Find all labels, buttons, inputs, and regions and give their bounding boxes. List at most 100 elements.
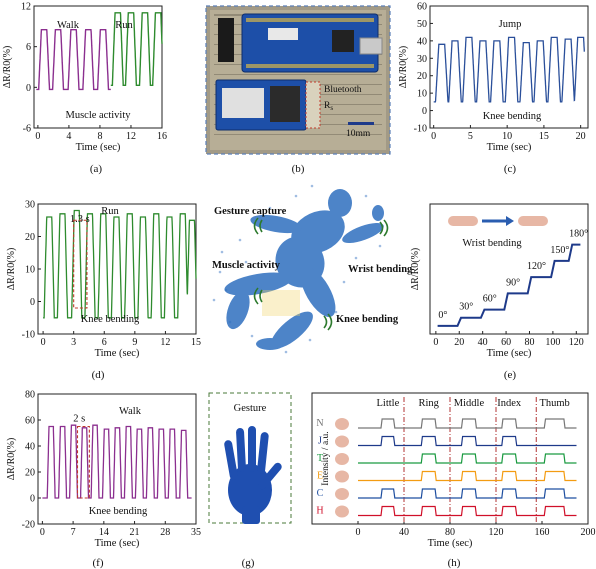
finger-label: Ring [419,398,440,409]
annotation-period: 1.3 s [70,214,90,225]
y-tick-label: 80 [25,390,35,401]
y-tick-label: -6 [23,124,31,135]
y-tick-label: 20 [25,468,35,479]
series-line-c [358,488,577,499]
scale-label: 10mm [346,129,371,139]
x-axis-label: Time (sec) [95,348,140,359]
arrow-head-icon [506,216,514,226]
y-tick-label: 12 [21,2,31,13]
annotation-walk: Walk [57,20,80,31]
label-wrist-bending: Wrist bending [348,264,413,275]
period-box [76,425,90,499]
annotation-period: 2 s [73,413,85,424]
y-tick-label: 20 [25,232,35,243]
x-tick-label: 0 [40,527,45,538]
y-axis-label: Intensity / a.u. [321,431,331,485]
x-tick-label: 5 [468,131,473,142]
x-tick-label: 0 [41,337,46,348]
x-tick-label: 0 [431,131,436,142]
annotation-knee-bending: Knee bending [89,506,148,517]
x-axis-label: Time (sec) [487,348,532,359]
caption-c: (c) [504,163,517,175]
y-tick-label: 0 [26,83,31,94]
angle-label: 180° [569,229,588,240]
series-line-j [358,435,577,447]
annotation-jump: Jump [499,19,522,30]
series-label-n: N [316,418,323,429]
y-axis-label: ΔR/R0(%) [6,438,17,481]
label-rs: Rs [324,101,333,112]
x-tick-label: 3 [71,337,76,348]
angle-label: 120° [527,261,546,272]
running-figure-illustration: Gesture capture Muscle activity Wrist be… [212,184,413,354]
x-tick-label: 28 [160,527,170,538]
annotation-run: Run [101,206,119,217]
glove-title: Gesture [234,403,267,414]
y-tick-label: 6 [26,42,31,53]
angle-label: 90° [506,277,520,288]
plot-frame [37,393,197,525]
finger-label: Middle [454,398,485,409]
x-tick-label: 8 [97,131,102,142]
photo-circuit-board: Bluetooth Rs 10mm [205,5,391,155]
y-tick-label: 40 [25,442,35,453]
annotation-knee-bending: Knee bending [81,314,140,325]
x-tick-label: 10 [502,131,512,142]
x-tick-label: 120 [489,527,504,538]
series-line-e [358,470,577,482]
hand-sign-icon [335,470,349,483]
hand-sign-icon [335,488,349,500]
arm-icon-straight [448,216,478,226]
finger-label: Thumb [539,398,569,409]
y-tick-label: 10 [25,265,35,276]
period-box [73,219,88,309]
hand-sign-icon [335,435,349,448]
y-axis-label: ΔR/R0(%) [398,46,409,89]
x-tick-label: 4 [66,131,71,142]
y-tick-label: 0 [30,494,35,505]
x-axis-label: Time (sec) [428,538,473,549]
y-tick-label: 60 [25,416,35,427]
series-line-n [358,418,577,429]
x-tick-label: 80 [445,527,455,538]
x-tick-label: 14 [99,527,109,538]
x-tick-label: 7 [71,527,76,538]
x-tick-label: 20 [576,131,586,142]
x-tick-label: 35 [191,527,201,538]
x-tick-label: 6 [102,337,107,348]
annotation-walk: Walk [119,406,142,417]
series-label-c: C [317,488,324,499]
hand-sign-icon [335,453,349,465]
series-line-0 [42,424,192,499]
series-line-t [358,453,577,464]
series-line-0 [437,243,581,327]
x-tick-label: 120 [569,337,584,348]
x-tick-label: 15 [191,337,201,348]
y-tick-label: -20 [22,520,35,531]
caption-g: (g) [242,557,255,569]
y-tick-label: 0 [30,297,35,308]
label-knee-bending: Knee bending [336,314,399,325]
series-label-j: J [318,436,322,447]
y-tick-label: -10 [414,124,427,135]
x-tick-label: 100 [545,337,560,348]
x-tick-label: 0 [356,527,361,538]
finger-label: Little [377,398,400,409]
x-tick-label: 16 [157,131,167,142]
y-tick-label: -10 [22,330,35,341]
label-muscle-activity: Muscle activity [212,260,281,271]
x-tick-label: 0 [35,131,40,142]
chart-h-gesture-intensity: 0 40 80 120 160 200 Time (sec) Intensity / a.u.… [311,392,596,549]
x-tick-label: 40 [399,527,409,538]
series-line-h [358,505,577,517]
annotation-wrist-bending: Wrist bending [462,238,522,249]
y-tick-label: 0 [422,106,427,117]
x-tick-label: 12 [160,337,170,348]
series-line-0 [36,29,111,91]
y-tick-label: 20 [417,71,427,82]
y-tick-label: 40 [417,36,427,47]
chart-f-walk: 0 7 14 21 28 35 -20 0 20 40 60 80 Time (sec) ΔR/R0(%)… [6,390,201,550]
annotation-knee-bending: Knee bending [483,111,542,122]
angle-label: 0° [438,310,447,321]
caption-f: (f) [93,557,104,569]
